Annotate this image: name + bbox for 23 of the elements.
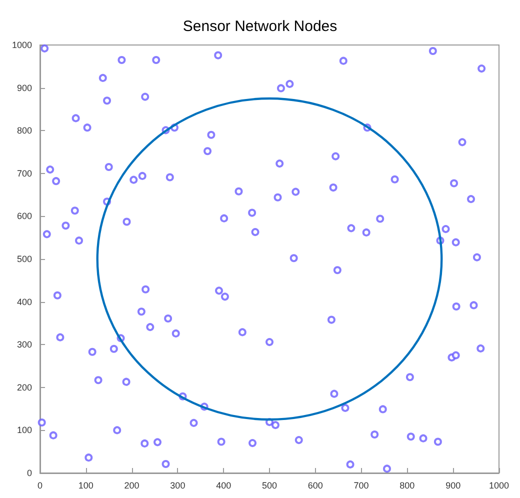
x-tick-label: 600 <box>308 480 323 490</box>
y-tick-label: 100 <box>16 425 32 436</box>
y-tick-label: 400 <box>16 296 32 307</box>
y-tick-label: 900 <box>16 82 32 93</box>
y-tick-label: 0 <box>26 468 32 478</box>
x-tick-label: 200 <box>124 480 140 490</box>
y-tick-label: 800 <box>16 126 32 136</box>
y-tick-label: 700 <box>16 168 32 178</box>
x-tick-label: 100 <box>78 480 94 490</box>
y-tick-label: 500 <box>16 254 32 264</box>
x-tick-label: 300 <box>170 480 186 490</box>
x-tick-label: 800 <box>400 480 415 490</box>
chart-title: Sensor Network Nodes <box>182 18 338 35</box>
x-tick-label: 400 <box>216 480 232 490</box>
x-tick-label: 1000 <box>488 480 510 490</box>
x-tick-label: 500 <box>262 480 278 490</box>
y-tick-label: 200 <box>16 382 32 392</box>
x-tick-label: 700 <box>354 480 369 490</box>
x-tick-label: 0 <box>37 480 43 490</box>
x-tick-label: 900 <box>446 480 461 490</box>
y-tick-label: 1000 <box>12 40 32 50</box>
y-tick-label: 300 <box>16 340 32 350</box>
y-tick-label: 600 <box>16 211 32 222</box>
